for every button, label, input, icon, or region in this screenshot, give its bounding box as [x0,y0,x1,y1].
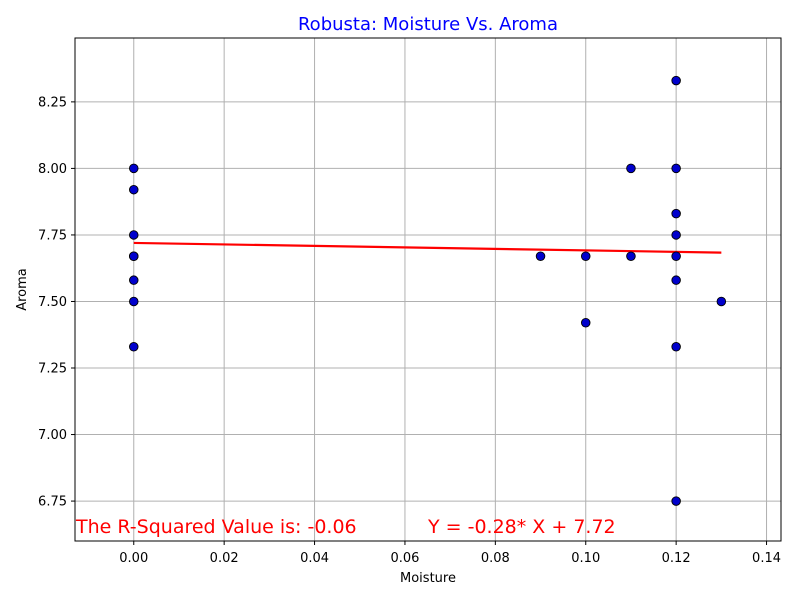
y-tick-label: 6.75 [38,495,67,510]
x-tick-label: 0.00 [119,551,148,566]
grid-lines [75,38,781,541]
y-tick-label: 7.00 [38,428,67,443]
data-point [626,251,636,261]
plot-frame [74,37,782,542]
regression-line [133,241,722,254]
x-tick-label: 0.06 [390,551,419,566]
r-squared-annotation: The R-Squared Value is: -0.06 [75,516,357,538]
y-axis-label: Aroma [15,268,30,311]
x-tick-label: 0.14 [752,551,781,566]
x-tick-label: 0.08 [481,551,510,566]
data-point [671,163,681,174]
y-tick-label: 7.75 [38,228,67,243]
chart-title: Robusta: Moisture Vs. Aroma [298,14,558,35]
data-point [129,163,139,174]
data-point [129,275,139,285]
data-point [671,230,681,240]
x-axis-label: Moisture [400,571,456,586]
data-point [716,296,727,307]
x-tick-label: 0.12 [662,551,691,566]
data-point [580,318,591,328]
data-point [129,230,139,240]
data-point [671,208,681,219]
data-point [129,341,139,352]
x-tick-label: 0.04 [300,551,329,566]
data-point [671,75,681,86]
y-tick-label: 8.00 [38,162,67,177]
data-point [671,251,681,261]
data-point [129,296,139,307]
data-point [129,184,139,195]
x-tick-label: 0.10 [571,551,600,566]
data-point [671,275,681,285]
data-points [129,75,727,506]
x-axis-ticks: 0.00 0.02 0.04 0.06 0.08 0.10 0.12 0.14 [119,541,781,566]
data-point [129,251,139,261]
x-tick-label: 0.02 [210,551,239,566]
y-tick-label: 7.50 [38,295,67,310]
data-point [671,341,681,352]
data-point [580,251,591,261]
y-tick-label: 7.25 [38,362,67,377]
data-point [626,163,636,174]
y-tick-label: 8.25 [38,95,67,110]
y-axis-ticks: 6.75 7.00 7.25 7.50 7.75 8.00 8.25 [38,95,75,510]
data-point [671,496,681,506]
data-point [535,251,546,261]
equation-annotation: Y = -0.28* X + 7.72 [427,516,616,538]
